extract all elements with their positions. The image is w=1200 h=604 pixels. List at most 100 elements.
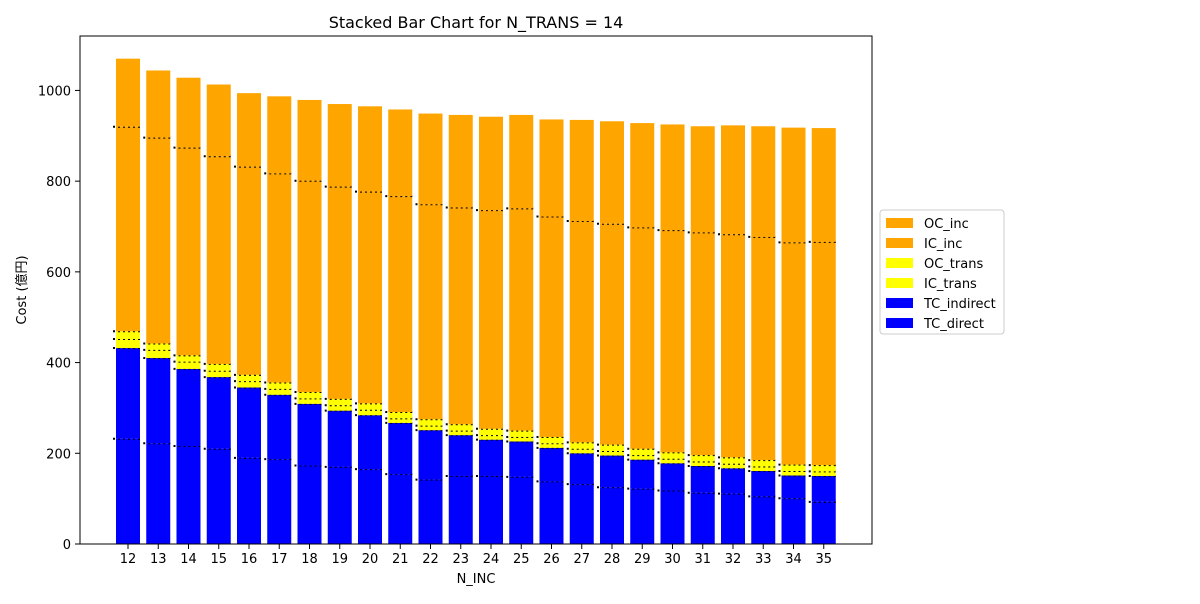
bar-IC_trans-26 <box>539 443 564 448</box>
x-tick-label-31: 31 <box>694 552 711 567</box>
bar-OC_trans-32 <box>721 457 745 464</box>
bar-OC_inc-33 <box>751 126 776 237</box>
x-tick-label-14: 14 <box>180 552 197 567</box>
bar-OC_trans-21 <box>388 412 413 419</box>
bar-OC_inc-31 <box>690 126 715 233</box>
bar-IC_inc-19 <box>327 186 352 399</box>
bar-IC_trans-19 <box>327 405 352 411</box>
bar-IC_trans-27 <box>569 448 594 454</box>
bar-IC_inc-24 <box>479 210 503 429</box>
bar-IC_trans-24 <box>479 435 503 440</box>
bar-IC_trans-15 <box>206 370 231 378</box>
x-tick-label-22: 22 <box>422 552 439 567</box>
bar-TC_direct-13 <box>146 443 171 544</box>
legend-swatch-TC_direct <box>886 318 913 328</box>
bar-TC_direct-20 <box>358 469 382 544</box>
bar-TC_direct-22 <box>418 479 443 544</box>
x-tick-label-25: 25 <box>513 552 530 567</box>
bar-OC_inc-12 <box>116 58 140 127</box>
bar-OC_inc-26 <box>539 119 564 217</box>
bar-OC_trans-15 <box>206 363 231 371</box>
bar-TC_indirect-34 <box>781 475 806 499</box>
bar-TC_direct-29 <box>630 488 655 544</box>
bar-OC_trans-13 <box>146 343 171 350</box>
bar-TC_indirect-29 <box>630 459 655 489</box>
bar-OC_inc-24 <box>479 116 503 211</box>
bar-IC_trans-28 <box>600 451 624 456</box>
bar-IC_inc-16 <box>237 166 261 375</box>
bar-OC_trans-33 <box>751 460 776 467</box>
bar-OC_inc-13 <box>146 70 171 138</box>
bar-TC_indirect-13 <box>146 358 171 444</box>
bar-OC_inc-18 <box>297 99 322 181</box>
bar-TC_indirect-12 <box>116 348 140 439</box>
x-tick-label-34: 34 <box>785 552 802 567</box>
x-tick-label-32: 32 <box>725 552 742 567</box>
bar-OC_trans-27 <box>569 442 594 449</box>
y-tick-label-200: 200 <box>46 447 71 462</box>
bar-OC_inc-34 <box>781 127 806 243</box>
bar-OC_inc-30 <box>660 124 685 231</box>
bar-OC_trans-25 <box>509 430 534 437</box>
bar-OC_inc-21 <box>388 109 413 197</box>
legend-label-TC_direct: TC_direct <box>923 317 984 332</box>
bar-TC_indirect-16 <box>237 387 261 458</box>
bar-OC_trans-20 <box>358 403 382 410</box>
bar-TC_indirect-25 <box>509 441 534 477</box>
y-tick-label-800: 800 <box>46 175 71 190</box>
legend-swatch-OC_inc <box>886 218 913 228</box>
x-tick-label-18: 18 <box>301 552 318 567</box>
bar-OC_inc-27 <box>569 119 594 222</box>
bar-OC_inc-29 <box>630 123 655 228</box>
bar-IC_trans-12 <box>116 338 140 349</box>
bar-IC_inc-26 <box>539 216 564 437</box>
bar-OC_inc-35 <box>811 128 836 242</box>
bar-IC_inc-20 <box>358 191 382 404</box>
y-axis-label: Cost (億円) <box>14 255 30 324</box>
bar-OC_inc-25 <box>509 114 534 209</box>
bar-IC_trans-21 <box>388 418 413 423</box>
bar-IC_inc-29 <box>630 227 655 449</box>
bar-IC_inc-33 <box>751 236 776 461</box>
legend-swatch-IC_inc <box>886 238 913 248</box>
y-tick-label-600: 600 <box>46 266 71 281</box>
x-tick-label-19: 19 <box>331 552 348 567</box>
bar-OC_inc-20 <box>358 106 382 192</box>
bar-IC_trans-29 <box>630 455 655 460</box>
plot-area: 0 200 400 600 800 1000 12 13 14 15 16 17 18 19 20 21 22 2… <box>38 35 873 567</box>
x-axis-label: N_INC <box>457 572 496 587</box>
bar-TC_direct-21 <box>388 474 413 544</box>
bar-OC_inc-17 <box>267 96 292 174</box>
bar-IC_trans-22 <box>418 425 443 431</box>
bar-OC_inc-23 <box>448 114 473 208</box>
bar-IC_trans-30 <box>660 458 685 464</box>
bar-IC_inc-27 <box>569 221 594 443</box>
bar-IC_inc-14 <box>176 147 201 356</box>
bar-OC_trans-28 <box>600 444 624 452</box>
bar-OC_trans-14 <box>176 355 201 362</box>
legend-label-OC_trans: OC_trans <box>924 257 983 272</box>
bar-IC_trans-34 <box>781 470 806 476</box>
bar-TC_indirect-28 <box>600 455 624 488</box>
x-tick-label-17: 17 <box>271 552 288 567</box>
y-tick-label-0: 0 <box>63 538 71 553</box>
bar-TC_indirect-32 <box>721 468 745 494</box>
bar-TC_direct-30 <box>660 490 685 544</box>
bar-IC_inc-25 <box>509 208 534 431</box>
bar-TC_indirect-20 <box>358 415 382 470</box>
bar-OC_inc-14 <box>176 77 201 148</box>
bar-TC_indirect-35 <box>811 475 836 502</box>
legend-label-IC_inc: IC_inc <box>924 237 962 252</box>
bar-IC_trans-33 <box>751 466 776 471</box>
legend-swatch-IC_trans <box>886 278 913 288</box>
legend-label-TC_indirect: TC_indirect <box>923 297 996 312</box>
bar-IC_inc-15 <box>206 156 231 364</box>
bar-OC_inc-22 <box>418 113 443 205</box>
bar-TC_direct-32 <box>721 493 745 544</box>
x-tick-label-35: 35 <box>815 552 832 567</box>
bar-TC_indirect-30 <box>660 463 685 491</box>
chart-title: Stacked Bar Chart for N_TRANS = 14 <box>329 13 624 33</box>
bar-TC_indirect-18 <box>297 403 322 466</box>
x-tick-label-26: 26 <box>543 552 560 567</box>
